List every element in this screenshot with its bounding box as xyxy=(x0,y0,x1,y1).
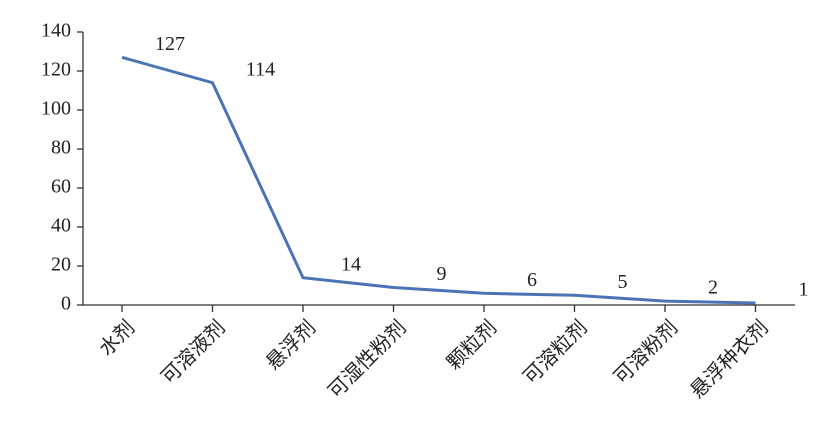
data-label: 127 xyxy=(155,33,185,55)
y-tick-label: 0 xyxy=(61,293,71,315)
y-tick-label: 120 xyxy=(41,59,71,81)
data-line xyxy=(121,55,756,305)
x-tick-label: 悬浮种衣剂 xyxy=(686,316,773,403)
y-tick-label: 140 xyxy=(41,20,71,42)
y-tick-label: 100 xyxy=(41,98,71,120)
x-tick-label: 水剂 xyxy=(95,316,140,361)
x-tick-label: 可溶粒剂 xyxy=(519,316,592,389)
y-tick-label: 80 xyxy=(51,137,71,159)
data-label: 6 xyxy=(527,269,537,291)
x-tick-label: 可溶粉剂 xyxy=(609,316,682,389)
x-tick-label: 可湿性粉剂 xyxy=(324,316,411,403)
y-tick-label: 40 xyxy=(51,215,71,237)
data-label: 14 xyxy=(341,253,361,275)
x-tick-label: 颗粒剂 xyxy=(442,316,501,375)
x-tick-label: 可溶液剂 xyxy=(157,316,230,389)
y-tick-label: 60 xyxy=(51,176,71,198)
data-label: 1 xyxy=(799,279,809,301)
x-tick-label: 悬浮剂 xyxy=(261,316,320,375)
y-tick-label: 20 xyxy=(51,254,71,276)
data-label: 5 xyxy=(618,271,628,293)
data-label: 2 xyxy=(708,277,718,299)
data-label: 9 xyxy=(437,263,447,285)
data-label: 114 xyxy=(246,58,275,80)
